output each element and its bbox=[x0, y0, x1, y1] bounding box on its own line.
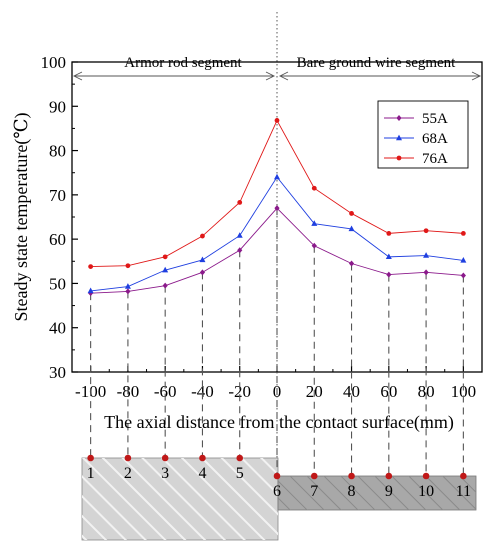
measurement-point-label: 1 bbox=[87, 465, 95, 482]
y-tick-label: 90 bbox=[49, 97, 66, 116]
measurement-point-dot bbox=[236, 454, 244, 462]
measurement-point-dot bbox=[199, 454, 206, 462]
measurement-guides bbox=[90, 208, 464, 476]
measurement-point-label: 9 bbox=[385, 483, 393, 500]
bare-wire-hatch bbox=[278, 476, 476, 510]
x-tick-label: -20 bbox=[228, 382, 251, 401]
armor-rod-hatch bbox=[82, 458, 278, 540]
x-tick-label: 60 bbox=[380, 382, 397, 401]
measurement-point-dot bbox=[385, 472, 393, 480]
segment-annotations: Armor rod segment Bare ground wire segme… bbox=[72, 12, 482, 470]
y-tick-label: 40 bbox=[49, 319, 66, 338]
data-point-76a bbox=[125, 263, 131, 269]
legend-items: 55A 68A 76A bbox=[384, 111, 448, 167]
data-point-76a bbox=[200, 233, 205, 239]
measurement-point-label: 3 bbox=[161, 465, 169, 482]
measurement-point-dot bbox=[273, 472, 281, 480]
x-tick-label: 100 bbox=[451, 382, 477, 401]
x-tick-label: -40 bbox=[191, 382, 214, 401]
measurement-point-label: 11 bbox=[456, 483, 471, 500]
data-point-76a bbox=[349, 211, 354, 216]
y-tick-label: 100 bbox=[41, 53, 67, 72]
y-tick-label: 50 bbox=[49, 274, 66, 293]
y-tick-label: 30 bbox=[49, 363, 66, 382]
data-point-55a bbox=[274, 205, 280, 212]
measurement-point-dot bbox=[460, 472, 467, 480]
legend-label: 55A bbox=[422, 111, 448, 127]
data-point-55a bbox=[199, 269, 206, 276]
data-point-76a bbox=[162, 254, 168, 260]
measurement-point-label: 10 bbox=[418, 483, 434, 500]
data-point-68a bbox=[124, 283, 131, 289]
legend-box bbox=[377, 100, 469, 169]
axes: 30405060708090100-100-80-60-40-200204060… bbox=[41, 53, 477, 401]
x-tick-label: 40 bbox=[343, 382, 360, 401]
data-point-68a bbox=[460, 257, 467, 263]
data-point-55a bbox=[125, 288, 131, 295]
data-point-68a bbox=[199, 256, 206, 263]
legend: 55A 68A 76A bbox=[377, 100, 469, 169]
y-tick-label: 80 bbox=[49, 142, 66, 161]
data-point-76a bbox=[274, 118, 280, 123]
data-point-76a bbox=[423, 228, 429, 234]
x-tick-label: -60 bbox=[154, 382, 177, 401]
data-point-68a bbox=[236, 232, 243, 238]
x-axis-label: The axial distance from the contact surf… bbox=[104, 412, 454, 433]
data-point-55a bbox=[311, 242, 317, 249]
measurement-point-label: 5 bbox=[236, 465, 244, 482]
conductor-diagram bbox=[81, 457, 477, 541]
measurement-point-label: 6 bbox=[273, 483, 281, 500]
data-point-68a bbox=[423, 252, 430, 258]
measurement-point-label: 4 bbox=[198, 465, 206, 482]
data-point-68a bbox=[311, 220, 318, 226]
series-group bbox=[87, 118, 467, 297]
measurement-point-dot bbox=[161, 454, 169, 462]
y-tick-label: 70 bbox=[49, 186, 66, 205]
data-point-76a bbox=[386, 230, 392, 236]
legend-swatch-marker bbox=[396, 115, 402, 121]
data-point-55a bbox=[237, 247, 243, 254]
y-axis-label: Steady state temperature(℃) bbox=[11, 112, 32, 321]
legend-swatch-marker bbox=[396, 155, 402, 161]
measurement-point-label: 8 bbox=[348, 483, 356, 500]
x-tick-label: 80 bbox=[418, 382, 435, 401]
data-point-76a bbox=[237, 199, 243, 205]
bare-arrow-right-head bbox=[471, 71, 482, 81]
armor-arrow-left-head bbox=[72, 71, 83, 81]
data-point-55a bbox=[348, 260, 355, 267]
data-point-55a bbox=[460, 272, 466, 279]
data-point-68a bbox=[87, 287, 94, 294]
measurement-point-dot bbox=[87, 454, 94, 462]
data-point-68a bbox=[274, 173, 280, 180]
measurement-point-dot bbox=[348, 472, 355, 480]
measurement-point-dot bbox=[124, 454, 132, 462]
measurement-points: 1 2 3 4 5 6 7 8 9 10 11 bbox=[87, 454, 471, 500]
data-point-76a bbox=[311, 185, 317, 191]
data-point-68a bbox=[348, 225, 355, 232]
data-point-68a bbox=[162, 266, 169, 273]
data-point-55a bbox=[386, 271, 392, 278]
y-tick-label: 60 bbox=[49, 230, 66, 249]
measurement-point-label: 7 bbox=[310, 483, 318, 500]
legend-label: 76A bbox=[422, 151, 448, 167]
measurement-point-dot bbox=[422, 472, 430, 480]
data-point-76a bbox=[88, 264, 94, 269]
armor-arrow-right-head bbox=[265, 71, 276, 81]
data-point-76a bbox=[460, 230, 466, 236]
data-point-55a bbox=[423, 269, 429, 276]
bare-segment-label: Bare ground wire segment bbox=[297, 55, 457, 71]
measurement-point-label: 2 bbox=[124, 465, 132, 482]
data-point-55a bbox=[162, 282, 168, 289]
legend-label: 68A bbox=[422, 131, 448, 147]
data-point-68a bbox=[385, 253, 392, 260]
bare-arrow-left-head bbox=[278, 71, 289, 81]
armor-segment-label: Armor rod segment bbox=[124, 55, 242, 71]
measurement-point-dot bbox=[310, 472, 318, 480]
legend-swatch-marker bbox=[396, 134, 402, 141]
